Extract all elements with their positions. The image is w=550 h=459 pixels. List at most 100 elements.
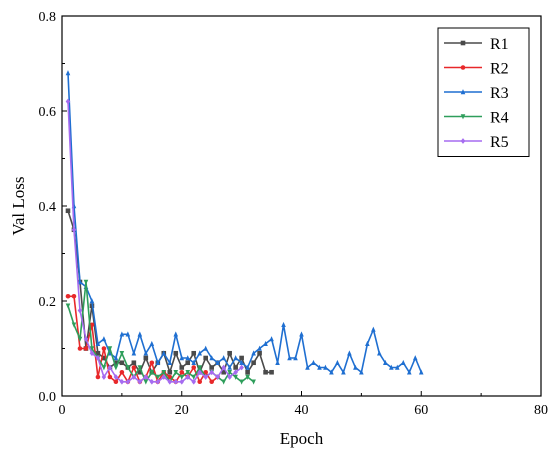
- data-point: [221, 355, 226, 361]
- data-point: [221, 369, 226, 375]
- data-point: [125, 378, 131, 385]
- data-point: [389, 364, 394, 370]
- data-point: [137, 369, 143, 375]
- data-point: [209, 379, 214, 385]
- data-point: [65, 70, 71, 76]
- data-point: [239, 359, 244, 366]
- data-point: [119, 331, 125, 337]
- series-R4: [65, 279, 256, 385]
- data-point: [167, 359, 173, 366]
- data-point: [155, 359, 161, 366]
- x-tick-label: 60: [414, 403, 428, 418]
- x-axis-title: Epoch: [280, 429, 324, 448]
- y-tick-label: 0.0: [39, 390, 57, 405]
- data-point: [400, 359, 406, 366]
- legend-item: R5: [444, 134, 509, 151]
- series-R3: [65, 70, 424, 375]
- data-point: [347, 350, 352, 356]
- data-point: [185, 360, 191, 366]
- data-point: [107, 346, 113, 352]
- data-point: [155, 374, 161, 380]
- data-point: [341, 369, 346, 375]
- data-point: [245, 369, 250, 375]
- legend-marker: [460, 89, 466, 95]
- data-point: [179, 365, 185, 370]
- data-point: [95, 355, 101, 361]
- data-point: [173, 350, 179, 356]
- data-point: [299, 331, 304, 337]
- data-point: [131, 350, 137, 356]
- series-line: [67, 72, 423, 374]
- x-tick-label: 80: [534, 403, 548, 418]
- data-point: [77, 346, 83, 351]
- data-point: [269, 369, 274, 375]
- data-point: [191, 350, 197, 356]
- legend-marker: [460, 114, 466, 120]
- data-point: [119, 369, 125, 375]
- data-point: [101, 336, 107, 342]
- data-point: [167, 374, 173, 380]
- data-point: [89, 322, 95, 328]
- series-R5: [65, 98, 244, 385]
- data-point: [233, 365, 238, 370]
- data-point: [287, 355, 292, 361]
- legend-marker: [460, 138, 466, 144]
- data-point: [203, 355, 208, 361]
- data-point: [293, 355, 298, 361]
- series-layer: [65, 70, 424, 385]
- data-point: [395, 364, 400, 370]
- data-point: [179, 374, 185, 380]
- data-point: [215, 359, 220, 366]
- data-point: [71, 322, 77, 328]
- data-point: [185, 374, 191, 380]
- data-point: [143, 355, 149, 361]
- data-point: [95, 350, 101, 356]
- legend-marker: [460, 65, 466, 70]
- data-point: [119, 350, 125, 357]
- legend-label: R1: [490, 36, 509, 53]
- data-point: [197, 365, 203, 371]
- data-point: [197, 369, 203, 376]
- data-point: [89, 346, 95, 352]
- data-point: [191, 374, 197, 380]
- data-point: [149, 369, 155, 376]
- legend-item: R4: [444, 110, 509, 127]
- data-point: [179, 378, 185, 385]
- data-point: [418, 369, 424, 375]
- data-point: [65, 293, 71, 299]
- data-point: [245, 374, 250, 380]
- legend-item: R3: [444, 85, 509, 102]
- data-point: [263, 340, 268, 347]
- data-point: [137, 378, 143, 385]
- data-point: [233, 355, 238, 361]
- x-tick-label: 40: [295, 403, 309, 418]
- data-point: [95, 374, 101, 380]
- data-point: [185, 369, 191, 376]
- data-point: [101, 346, 107, 351]
- data-point: [191, 359, 197, 366]
- data-point: [89, 350, 95, 357]
- y-tick-label: 0.6: [39, 105, 57, 120]
- data-point: [65, 98, 71, 105]
- legend-item: R1: [444, 36, 509, 53]
- data-point: [89, 298, 95, 304]
- x-tick-label: 20: [175, 403, 189, 418]
- data-point: [137, 365, 143, 371]
- legend-marker: [460, 40, 466, 46]
- data-point: [113, 365, 119, 371]
- data-point: [77, 279, 83, 285]
- data-point: [149, 360, 155, 366]
- data-point: [227, 364, 232, 370]
- data-point: [251, 350, 256, 356]
- data-point: [101, 374, 107, 380]
- data-point: [335, 359, 340, 366]
- data-point: [167, 369, 173, 375]
- data-point: [95, 340, 101, 347]
- data-point: [137, 331, 143, 337]
- data-point: [101, 365, 107, 371]
- data-point: [83, 346, 89, 351]
- data-point: [203, 369, 208, 375]
- data-point: [209, 369, 214, 376]
